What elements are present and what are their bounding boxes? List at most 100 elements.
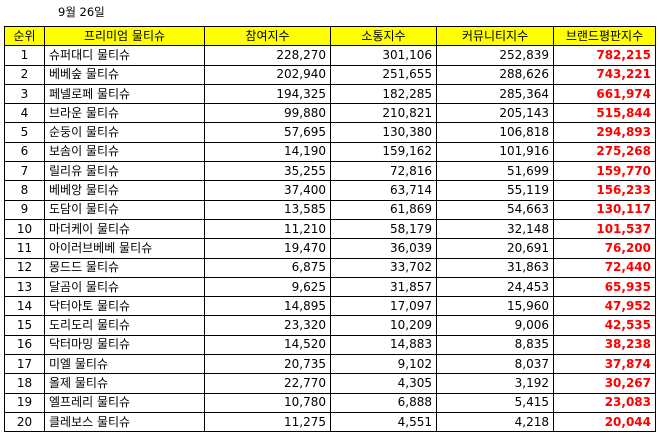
table-cell: 51,699: [436, 161, 554, 182]
table-cell: 37,874: [553, 354, 656, 375]
table-cell: 달곰이 물티슈: [44, 276, 205, 298]
table-cell: 22,770: [204, 373, 331, 394]
table-cell: 미엘 물티슈: [44, 354, 205, 375]
table-cell: 47,952: [553, 296, 656, 317]
table-cell: 19: [4, 392, 45, 413]
table-cell: 23,320: [204, 315, 331, 336]
table-cell: 23,083: [553, 392, 656, 413]
table-cell: 76,200: [553, 238, 656, 259]
table-cell: 42,535: [553, 315, 656, 336]
table-cell: 8: [4, 180, 45, 201]
table-cell: 12: [4, 257, 45, 278]
table-cell: 130,380: [330, 122, 437, 143]
table-cell: 6,888: [330, 392, 437, 413]
table-cell: 슈퍼대디 물티슈: [44, 45, 205, 66]
ranking-table: 순위 프리미엄 물티슈 참여지수 소통지수 커뮤니티지수 브랜드평판지수 1 슈퍼대디 물티…: [4, 25, 656, 433]
table-cell: 57,695: [204, 122, 331, 143]
table-cell: 101,916: [436, 141, 554, 163]
table-cell: 도담이 물티슈: [44, 199, 205, 220]
table-cell: 마더케이 물티슈: [44, 218, 205, 240]
table-cell: 9: [4, 199, 45, 220]
table-cell: 54,663: [436, 199, 554, 220]
table-cell: 10,209: [330, 315, 437, 336]
table-cell: 30,267: [553, 373, 656, 394]
table-cell: 4,305: [330, 373, 437, 394]
table-cell: 32,148: [436, 218, 554, 240]
table-cell: 202,940: [204, 64, 331, 85]
table-row: 14 닥터아토 물티슈 14,895 17,097 15,960 47,952: [4, 296, 656, 317]
table-cell: 106,818: [436, 122, 554, 143]
table-cell: 31,857: [330, 276, 437, 298]
table-cell: 251,655: [330, 64, 437, 85]
table-row: 1 슈퍼대디 물티슈 228,270 301,106 252,839 782,215: [4, 45, 656, 66]
table-cell: 782,215: [553, 45, 656, 66]
table-cell: 17: [4, 354, 45, 375]
table-row: 19 엘프레리 물티슈 10,780 6,888 5,415 23,083: [4, 392, 656, 413]
table-row: 11 아이러브베베 물티슈 19,470 36,039 20,691 76,200: [4, 238, 656, 259]
header-cell: 순위: [4, 25, 45, 47]
table-cell: 35,255: [204, 161, 331, 182]
table-cell: 아이러브베베 물티슈: [44, 238, 205, 259]
header-cell: 브랜드평판지수: [553, 25, 656, 47]
table-cell: 156,233: [553, 180, 656, 201]
table-cell: 14,520: [204, 334, 331, 356]
table-cell: 31,863: [436, 257, 554, 278]
table-cell: 닥터아토 물티슈: [44, 296, 205, 317]
date: 9월 26일: [58, 5, 105, 19]
table-cell: 19,470: [204, 238, 331, 259]
table-cell: 4: [4, 103, 45, 124]
table-cell: 61,869: [330, 199, 437, 220]
table-cell: 210,821: [330, 103, 437, 124]
table-cell: 14: [4, 296, 45, 317]
table-cell: 올제 물티슈: [44, 373, 205, 394]
table-cell: 9,102: [330, 354, 437, 375]
table-cell: 743,221: [553, 64, 656, 85]
table-cell: 55,119: [436, 180, 554, 201]
table-row: 18 올제 물티슈 22,770 4,305 3,192 30,267: [4, 373, 656, 394]
table-cell: 릴리유 물티슈: [44, 161, 205, 182]
table-row: 4 브라운 물티슈 99,880 210,821 205,143 515,844: [4, 103, 656, 124]
table-cell: 2: [4, 64, 45, 85]
table-row: 8 베베앙 물티슈 37,400 63,714 55,119 156,233: [4, 180, 656, 201]
table-row: 12 몽드드 물티슈 6,875 33,702 31,863 72,440: [4, 257, 656, 278]
table-cell: 20,044: [553, 411, 656, 433]
table-cell: 65,935: [553, 276, 656, 298]
table-cell: 515,844: [553, 103, 656, 124]
table-cell: 베베숲 물티슈: [44, 64, 205, 85]
table-cell: 6,875: [204, 257, 331, 278]
header-row: 순위 프리미엄 물티슈 참여지수 소통지수 커뮤니티지수 브랜드평판지수: [4, 25, 656, 47]
table-cell: 228,270: [204, 45, 331, 66]
table-cell: 205,143: [436, 103, 554, 124]
table-row: 17 미엘 물티슈 20,735 9,102 8,037 37,874: [4, 354, 656, 375]
table-cell: 275,268: [553, 141, 656, 163]
table-cell: 몽드드 물티슈: [44, 257, 205, 278]
table-cell: 8,037: [436, 354, 554, 375]
table-cell: 16: [4, 334, 45, 356]
table-cell: 288,626: [436, 64, 554, 85]
table-cell: 10,780: [204, 392, 331, 413]
header-cell: 소통지수: [330, 25, 437, 47]
table-cell: 159,162: [330, 141, 437, 163]
table-row: 9 도담이 물티슈 13,585 61,869 54,663 130,117: [4, 199, 656, 220]
table-cell: 14,190: [204, 141, 331, 163]
table-cell: 24,453: [436, 276, 554, 298]
table-cell: 20,735: [204, 354, 331, 375]
table-row: 3 페넬로페 물티슈 194,325 182,285 285,364 661,974: [4, 83, 656, 105]
table-row: 6 보솜이 물티슈 14,190 159,162 101,916 275,268: [4, 141, 656, 163]
table-cell: 36,039: [330, 238, 437, 259]
header-cell: 프리미엄 물티슈: [44, 25, 205, 47]
table-cell: 3: [4, 83, 45, 105]
table-cell: 10: [4, 218, 45, 240]
table-cell: 9,625: [204, 276, 331, 298]
table-cell: 182,285: [330, 83, 437, 105]
table-cell: 194,325: [204, 83, 331, 105]
table-cell: 5,415: [436, 392, 554, 413]
table-cell: 661,974: [553, 83, 656, 105]
table-cell: 17,097: [330, 296, 437, 317]
table-cell: 252,839: [436, 45, 554, 66]
table-cell: 4,218: [436, 411, 554, 433]
table-cell: 14,895: [204, 296, 331, 317]
table-cell: 159,770: [553, 161, 656, 182]
table-cell: 5: [4, 122, 45, 143]
